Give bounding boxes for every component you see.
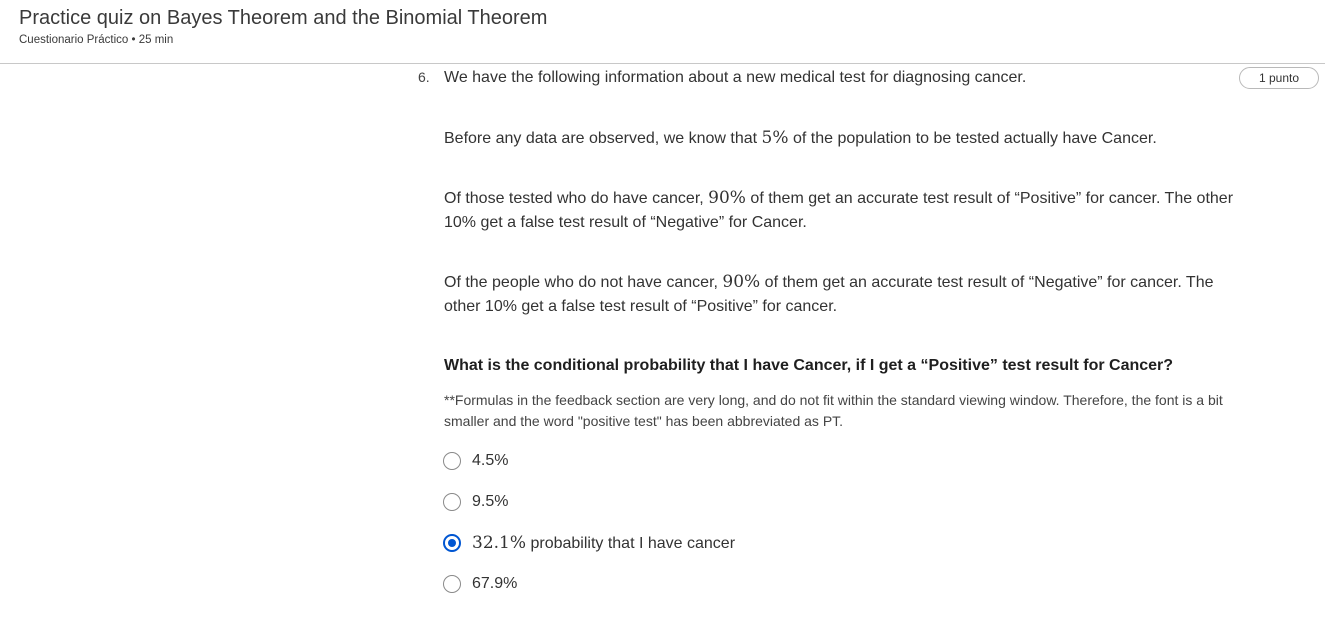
option-label: 32.1% probability that I have cancer [472, 533, 735, 553]
points-badge: 1 punto [1239, 67, 1319, 89]
question-paragraph-sensitivity: Of those tested who do have cancer, 90% … [444, 186, 1234, 235]
paragraph-text: of them get an accurate test result of “… [444, 190, 1234, 231]
question-prompt: What is the conditional probability that… [444, 357, 1174, 374]
answer-option-3[interactable]: 32.1% probability that I have cancer [443, 532, 735, 554]
question-paragraph-prior: Before any data are observed, we know th… [444, 126, 1234, 151]
paragraph-text: Of those tested who do have cancer, [444, 190, 709, 207]
answer-option-1[interactable]: 4.5% [443, 450, 508, 472]
quiz-meta: Cuestionario Práctico • 25 min [19, 34, 174, 46]
math-value: 90% [722, 272, 761, 292]
paragraph-text: of the population to be tested actually … [788, 130, 1157, 147]
answer-option-2[interactable]: 9.5% [443, 491, 508, 513]
paragraph-text: Of the people who do not have cancer, [444, 274, 723, 291]
math-value: 90% [708, 188, 746, 208]
paragraph-text: of them get an accurate test result of “… [444, 274, 1214, 315]
math-value: 5% [761, 128, 789, 148]
option-label: 67.9% [472, 575, 518, 592]
option-label: 4.5% [472, 452, 509, 469]
answer-option-4[interactable]: 67.9% [443, 573, 517, 595]
math-value: 32.1% [472, 533, 527, 553]
quiz-header: Practice quiz on Bayes Theorem and the B… [0, 0, 1325, 64]
option-text: probability that I have cancer [526, 535, 736, 552]
radio-button[interactable] [443, 493, 461, 511]
question-note: **Formulas in the feedback section are v… [444, 392, 1223, 429]
quiz-title: Practice quiz on Bayes Theorem and the B… [19, 7, 548, 29]
radio-button-selected[interactable] [443, 534, 461, 552]
radio-button[interactable] [443, 575, 461, 593]
radio-button[interactable] [443, 452, 461, 470]
option-label: 9.5% [472, 493, 509, 510]
paragraph-text: Before any data are observed, we know th… [444, 130, 762, 147]
question-intro: We have the following information about … [444, 69, 1027, 86]
question-number: 6. [418, 69, 430, 85]
question-paragraph-specificity: Of the people who do not have cancer, 90… [444, 270, 1234, 319]
